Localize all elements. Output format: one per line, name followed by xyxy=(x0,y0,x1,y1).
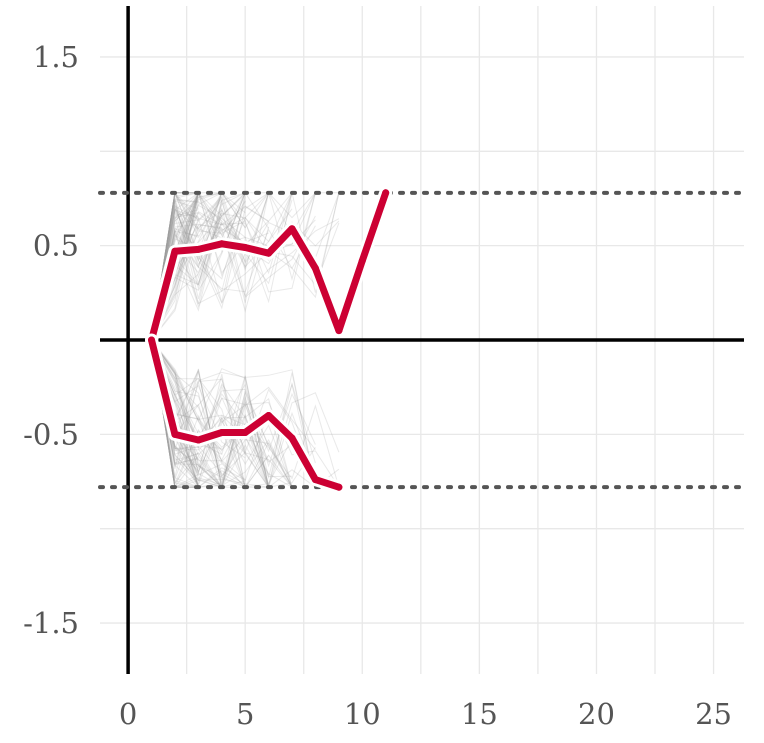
background-path xyxy=(151,339,246,488)
background-path xyxy=(151,191,270,341)
background-path xyxy=(151,339,316,488)
series-point xyxy=(311,476,319,484)
series-point xyxy=(311,264,319,272)
series-point xyxy=(194,245,202,253)
background-path xyxy=(151,192,316,341)
series-point xyxy=(382,189,390,197)
zero-axes xyxy=(100,6,744,674)
background-path xyxy=(151,339,293,488)
background-path xyxy=(151,192,246,341)
background-path xyxy=(151,339,316,488)
series-point xyxy=(148,336,155,344)
series-point xyxy=(194,436,202,444)
background-path xyxy=(151,339,340,488)
background-path xyxy=(151,192,316,341)
x-tick-label: 15 xyxy=(461,697,498,731)
background-path xyxy=(151,206,340,341)
background-path xyxy=(151,199,293,341)
series-point xyxy=(265,249,273,257)
background-path xyxy=(151,339,316,489)
background-path xyxy=(151,192,246,341)
tick-labels: 0 5 10 15 20 25 -1.5 -0.5 0.5 1.5 xyxy=(23,40,732,731)
series-point xyxy=(218,240,226,248)
bound-lines xyxy=(98,190,746,490)
y-tick-label: -0.5 xyxy=(23,417,79,451)
background-path xyxy=(151,339,316,488)
background-path xyxy=(151,339,223,478)
y-tick-label: 1.5 xyxy=(33,40,79,74)
series-point xyxy=(265,412,273,419)
background-path xyxy=(151,339,293,488)
background-path xyxy=(151,339,270,462)
series-point xyxy=(288,225,296,233)
x-tick-label: 20 xyxy=(578,697,615,731)
series-point xyxy=(358,257,366,265)
x-tick-label: 25 xyxy=(695,697,732,731)
background-path xyxy=(151,200,293,341)
background-path xyxy=(151,191,246,341)
background-path xyxy=(151,192,316,341)
background-path xyxy=(151,192,270,341)
background-path xyxy=(151,192,246,341)
grid-lines xyxy=(100,6,744,674)
background-path xyxy=(151,210,223,341)
series-point xyxy=(218,429,226,436)
background-path xyxy=(151,191,316,341)
background-path xyxy=(151,339,293,488)
background-path xyxy=(151,339,293,488)
x-tick-label: 5 xyxy=(236,697,254,731)
series-point xyxy=(241,244,249,251)
series-point xyxy=(288,434,296,442)
background-path xyxy=(151,223,270,341)
series-point xyxy=(335,483,343,491)
background-path xyxy=(151,192,339,341)
y-tick-label: 0.5 xyxy=(33,229,79,263)
background-path xyxy=(151,339,246,489)
background-path xyxy=(151,192,246,341)
y-tick-label: -1.5 xyxy=(23,606,79,640)
background-path xyxy=(151,212,340,341)
x-tick-label: 0 xyxy=(119,697,137,731)
background-path xyxy=(151,191,269,341)
background-path xyxy=(151,339,316,488)
background-path xyxy=(151,190,223,341)
background-path xyxy=(151,204,316,341)
series-point xyxy=(335,327,343,335)
background-path xyxy=(151,339,340,488)
background-path xyxy=(151,339,316,488)
background-path xyxy=(151,339,270,489)
series-point xyxy=(171,430,179,438)
highlight-series xyxy=(145,186,393,494)
background-path xyxy=(151,339,293,489)
background-path xyxy=(151,194,246,341)
background-path xyxy=(151,339,293,488)
series-point xyxy=(171,247,179,255)
series-point xyxy=(241,429,249,436)
x-tick-label: 10 xyxy=(344,697,381,731)
background-path xyxy=(151,192,269,341)
background-path xyxy=(151,200,246,341)
background-path xyxy=(151,339,339,488)
